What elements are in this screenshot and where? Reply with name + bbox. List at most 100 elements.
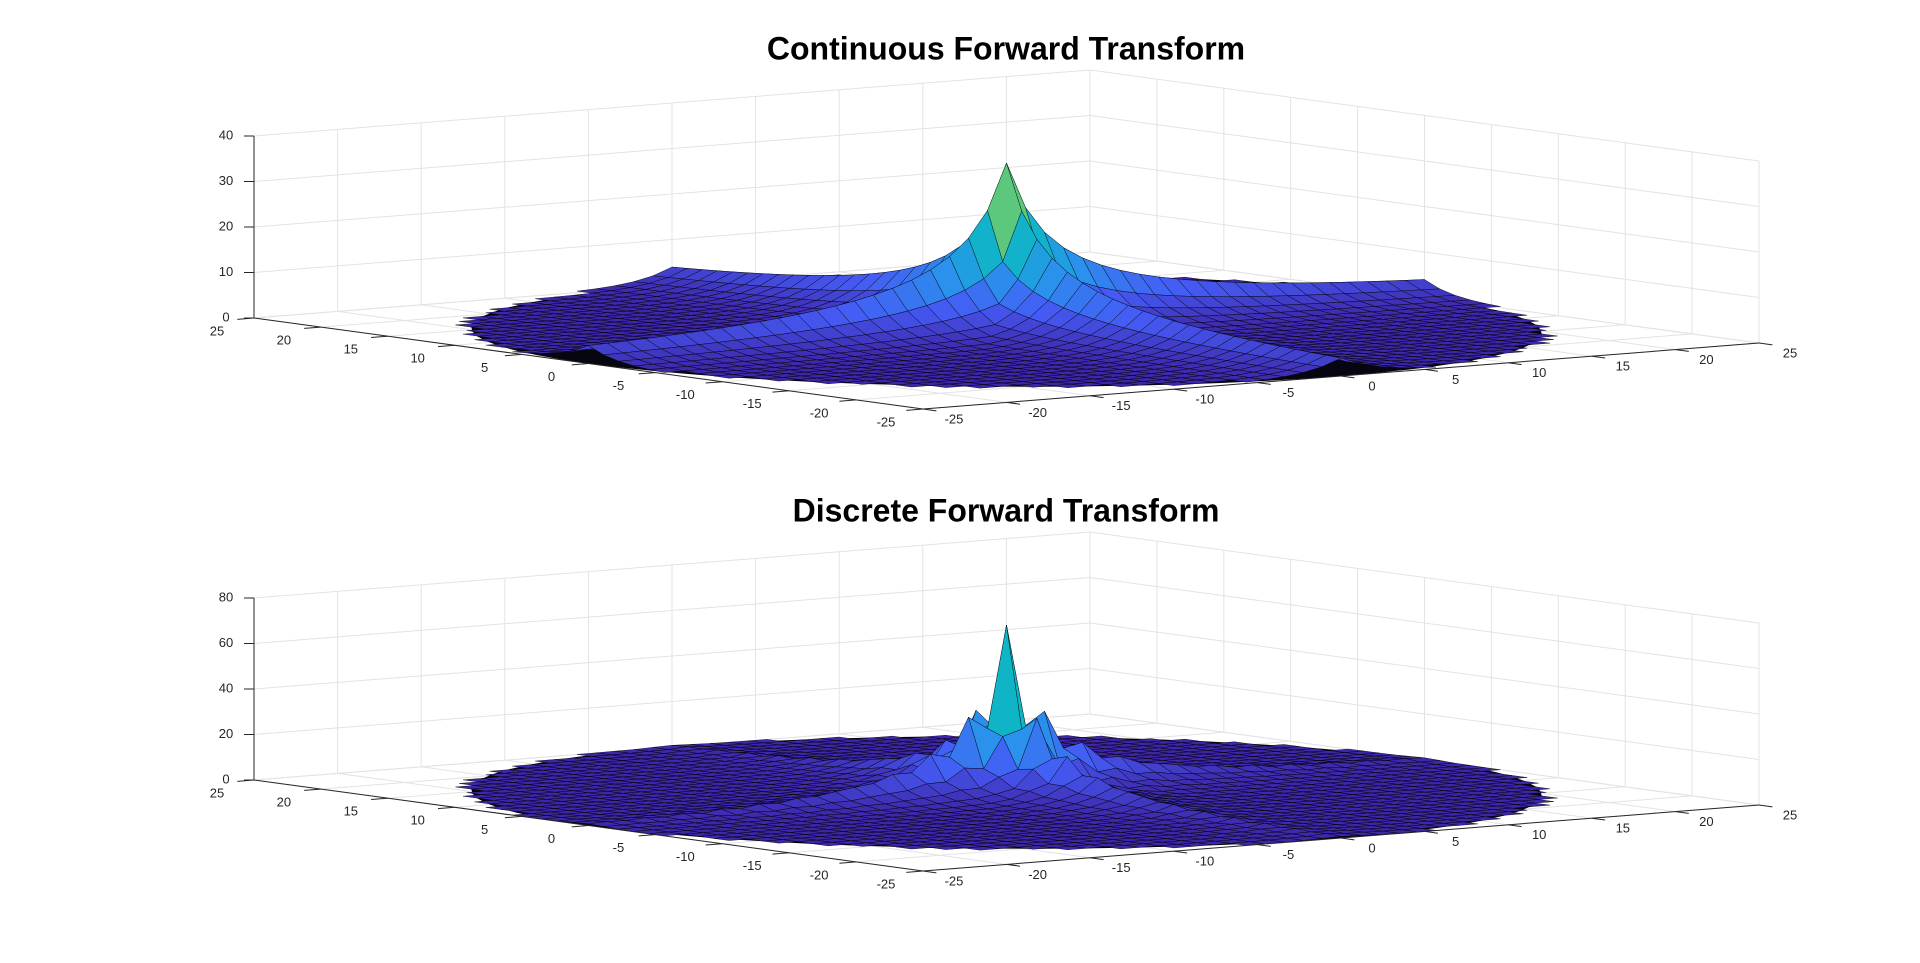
x-tick-label: -10 [676,387,695,402]
surface-face [812,842,847,847]
tick-mark [304,788,321,791]
tick-mark [437,806,455,810]
surface-face [763,377,798,382]
tick-mark [1173,850,1188,854]
y-tick-label: 20 [1699,814,1713,829]
y-tick-label: 0 [1368,840,1375,855]
z-tick-label: 0 [222,771,229,786]
surface-face [964,846,1000,851]
x-tick-label: -25 [877,876,896,891]
surface-face [1158,844,1193,849]
tick-mark [504,353,522,357]
tick-mark [504,815,522,819]
z-tick-label: 30 [219,173,233,188]
x-tick-label: 10 [410,813,424,828]
surface-face [713,374,749,379]
x-tick-label: -20 [810,867,829,882]
z-tick-label: 40 [219,680,233,695]
y-tick-label: -10 [1195,854,1214,869]
grid-line [1089,160,1760,253]
tick-mark [1591,355,1606,359]
tick-mark [1340,837,1355,841]
tick-mark [1675,811,1689,814]
tick-mark [1675,349,1689,352]
tick-mark [1090,857,1104,861]
tick-mark [1006,401,1021,405]
y-tick-label: 20 [1699,352,1713,367]
surface-face [713,836,749,841]
x-tick-label: 10 [410,351,424,366]
y-tick-label: -20 [1028,867,1047,882]
tick-mark [1340,375,1355,379]
x-tick-label: -10 [676,849,695,864]
y-tick-label: -25 [945,411,964,426]
tick-mark [906,408,924,411]
y-tick-label: 15 [1616,821,1630,836]
tick-mark [1508,824,1522,828]
grid-line [1089,206,1760,298]
x-tick-label: 15 [344,342,358,357]
grid-line [253,206,1091,273]
tick-mark [1591,817,1606,821]
surface-face [649,367,684,373]
tick-mark [571,825,589,828]
tick-mark [1090,395,1104,399]
y-tick-label: -5 [1283,385,1295,400]
tick-mark [839,861,857,864]
x-tick-label: 20 [277,795,291,810]
y-tick-label: -10 [1195,392,1214,407]
grid-line [253,115,1091,182]
grid-line [253,668,1091,735]
x-tick-label: -5 [613,378,625,393]
y-tick-label: 0 [1368,378,1375,393]
chart-title: Discrete Forward Transform [793,492,1220,528]
tick-mark [1758,804,1773,808]
surface-face [1017,845,1053,850]
grid-line [1089,577,1760,669]
x-tick-label: 25 [210,323,224,338]
x-tick-label: 20 [277,333,291,348]
grid-line [1089,531,1760,624]
y-tick-label: -25 [945,873,964,888]
tick-mark [906,870,924,873]
surface-face [1017,383,1053,388]
tick-mark [571,363,589,366]
z-tick-label: 10 [219,264,233,279]
tick-mark [772,390,790,393]
surface-face [896,845,931,850]
surface-face [812,379,847,384]
tick-mark [437,344,455,348]
tick-mark [705,843,723,846]
tick-mark [371,797,388,801]
surface-face [1105,382,1140,387]
tick-mark [1173,388,1188,392]
x-tick-label: 0 [548,831,555,846]
surface-plot: Continuous Forward Transform -25 -20 -15 -10… [210,30,1797,429]
tick-mark [772,852,790,855]
y-tick-label: -5 [1283,847,1295,862]
surface-face [964,384,1000,389]
surface-face [1105,845,1140,850]
chart-title: Continuous Forward Transform [767,30,1245,66]
tick-mark [371,335,388,339]
y-tick-label: 25 [1783,345,1797,360]
z-tick-label: 80 [219,589,233,604]
grid-line [1089,668,1760,760]
surface-face [846,842,882,847]
grid-line [253,531,1091,599]
z-tick-label: 20 [219,218,233,233]
x-tick-label: -25 [877,414,896,429]
grid-line [253,622,1091,690]
surface-face [1158,381,1193,386]
tick-mark [922,870,937,874]
x-tick-label: -15 [743,858,762,873]
x-tick-label: 25 [210,785,224,800]
tick-mark [638,834,656,837]
grid-line [253,160,1091,228]
tick-mark [1424,368,1439,372]
grid-line [1089,622,1760,715]
surface-face [1052,383,1087,388]
x-tick-label: 15 [344,804,358,819]
x-tick-label: 5 [481,360,488,375]
grid-line [253,69,1091,137]
